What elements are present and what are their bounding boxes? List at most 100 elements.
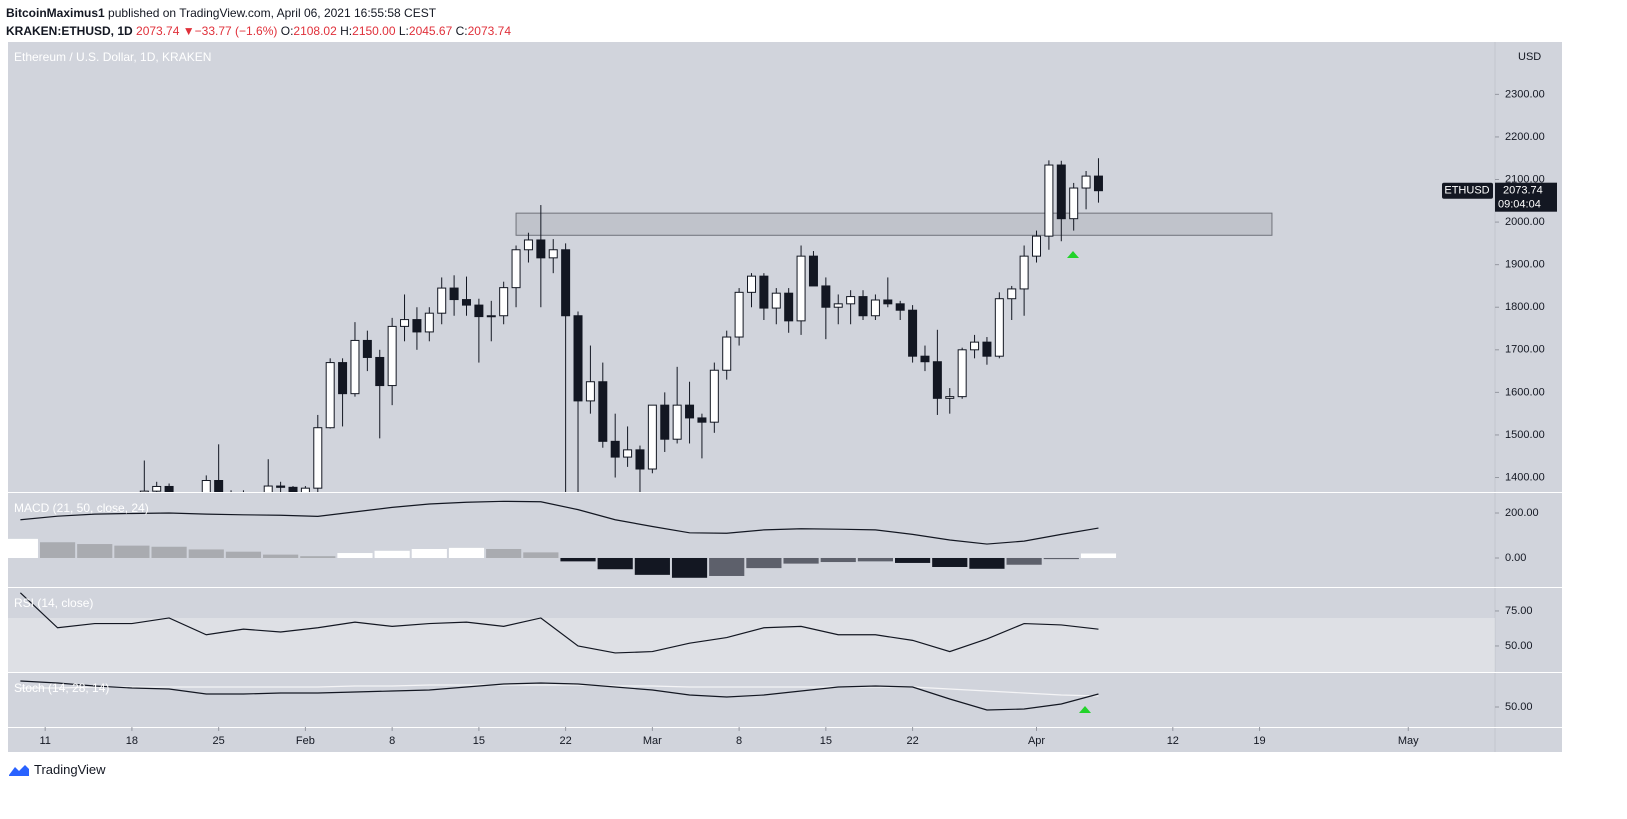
histogram-bar: [263, 554, 299, 558]
histogram-bar: [671, 557, 708, 578]
resistance-zone: [515, 212, 1273, 236]
pane-title: Ethereum / U.S. Dollar, 1D, KRAKEN: [14, 50, 211, 64]
candle-body: [945, 396, 955, 399]
candle-body: [375, 356, 385, 387]
y-tick-label: 1500.00: [1505, 429, 1545, 441]
candle-body: [164, 485, 174, 492]
ohlc-o-val: 2108.02: [293, 24, 337, 38]
histogram-bar: [709, 557, 745, 576]
candle-body: [400, 319, 410, 327]
candle-body: [883, 299, 893, 305]
chart-background: [8, 42, 1562, 752]
candle-body: [672, 404, 682, 440]
y-tick-label: 50.00: [1505, 640, 1533, 652]
axis-unit: USD: [1518, 51, 1541, 63]
rsi-band: [8, 617, 1495, 672]
y-tick-label: 1800.00: [1505, 301, 1545, 313]
candle-body: [561, 249, 571, 317]
brand-text: TradingView: [34, 762, 106, 777]
candle-body: [461, 299, 471, 306]
pane-title: Stoch (14, 28, 14): [14, 681, 109, 695]
candle-body: [1069, 187, 1079, 220]
candle-body: [808, 255, 818, 287]
x-tick-label: 22: [906, 735, 918, 747]
candle-body: [325, 362, 335, 429]
candle-body: [437, 287, 447, 314]
histogram-bar: [188, 549, 224, 558]
histogram-bar: [746, 557, 782, 569]
signal-triangle: [1079, 706, 1091, 713]
candle-body: [771, 292, 781, 309]
y-tick-label: 1900.00: [1505, 259, 1545, 271]
pane: [8, 500, 1117, 578]
last-price: 2073.74: [1503, 185, 1543, 197]
x-tick-label: 15: [820, 735, 832, 747]
candle-body: [697, 417, 707, 423]
candle-body: [263, 485, 273, 492]
x-tick-label: 18: [126, 735, 138, 747]
histogram-bar: [300, 556, 336, 558]
histogram-bar: [337, 553, 373, 558]
histogram-bar: [151, 546, 187, 558]
candle-body: [300, 487, 310, 492]
x-tick-label: 15: [473, 735, 485, 747]
candle-body: [610, 440, 620, 458]
pane: [139, 158, 1273, 492]
candle-body: [350, 339, 360, 395]
x-tick-label: 25: [213, 735, 225, 747]
chart: 11 18 25 Feb 8 15 22 Mar 8 15 22 Apr 12 19 May USD ETHUS…: [8, 42, 1562, 752]
candle-body: [536, 239, 546, 259]
candle-body: [1007, 288, 1017, 300]
candle-body: [573, 315, 583, 402]
candle-body: [920, 355, 930, 363]
y-tick-label: 200.00: [1505, 507, 1539, 519]
y-tick-label: 1700.00: [1505, 344, 1545, 356]
y-tick-label: 1600.00: [1505, 386, 1545, 398]
x-tick-label: 11: [39, 735, 50, 747]
last-symbol: ETHUSD: [1444, 185, 1489, 197]
histogram-bar: [77, 544, 113, 558]
last-symbol-box: [1442, 182, 1493, 199]
candle-body: [709, 369, 719, 423]
candle-body: [796, 255, 806, 322]
x-tick-label: May: [1398, 735, 1419, 747]
x-tick-label: Mar: [643, 735, 662, 747]
candle-body: [362, 339, 372, 358]
histogram-bar: [597, 557, 633, 570]
x-tick-label: 19: [1253, 735, 1265, 747]
histogram-bar: [857, 557, 894, 562]
rsi-line: [19, 592, 1099, 654]
ohlc-h: H:: [340, 24, 353, 38]
change: −33.77 (−1.6%): [194, 24, 278, 38]
x-tick-label: 22: [560, 735, 572, 747]
histogram-bar: [783, 557, 819, 564]
candle-body: [846, 296, 856, 305]
histogram-bar: [634, 557, 670, 575]
candle-body: [276, 485, 286, 488]
ohlc-o: O:: [280, 24, 294, 38]
candle-body: [474, 304, 484, 318]
candle-body: [511, 249, 521, 289]
histogram-bar: [1080, 553, 1117, 558]
layers: 11 18 25 Feb 8 15 22 Mar 8 15 22 Apr 12 19 May USD ETHUS…: [8, 50, 1562, 747]
candle-body: [1056, 164, 1066, 220]
x-tick-label: 12: [1167, 735, 1179, 747]
candle-body: [747, 275, 756, 293]
candle-body: [635, 449, 645, 470]
candle-body: [734, 291, 744, 338]
candle-body: [548, 249, 558, 259]
candle-body: [660, 404, 670, 440]
candle-body: [833, 303, 843, 308]
y-tick-label: 1400.00: [1505, 471, 1545, 483]
candle-body: [424, 312, 434, 333]
pane: [20, 680, 1099, 711]
x-tick-label: 8: [389, 735, 395, 747]
candle-body: [499, 287, 509, 317]
candle-body: [895, 303, 905, 311]
last-price-box: [1495, 182, 1557, 212]
y-tick-label: 0.00: [1505, 552, 1526, 564]
brand-logo: [9, 764, 29, 776]
histogram-bar: [374, 550, 410, 558]
candle-body: [313, 427, 323, 489]
candle-body: [338, 362, 348, 395]
